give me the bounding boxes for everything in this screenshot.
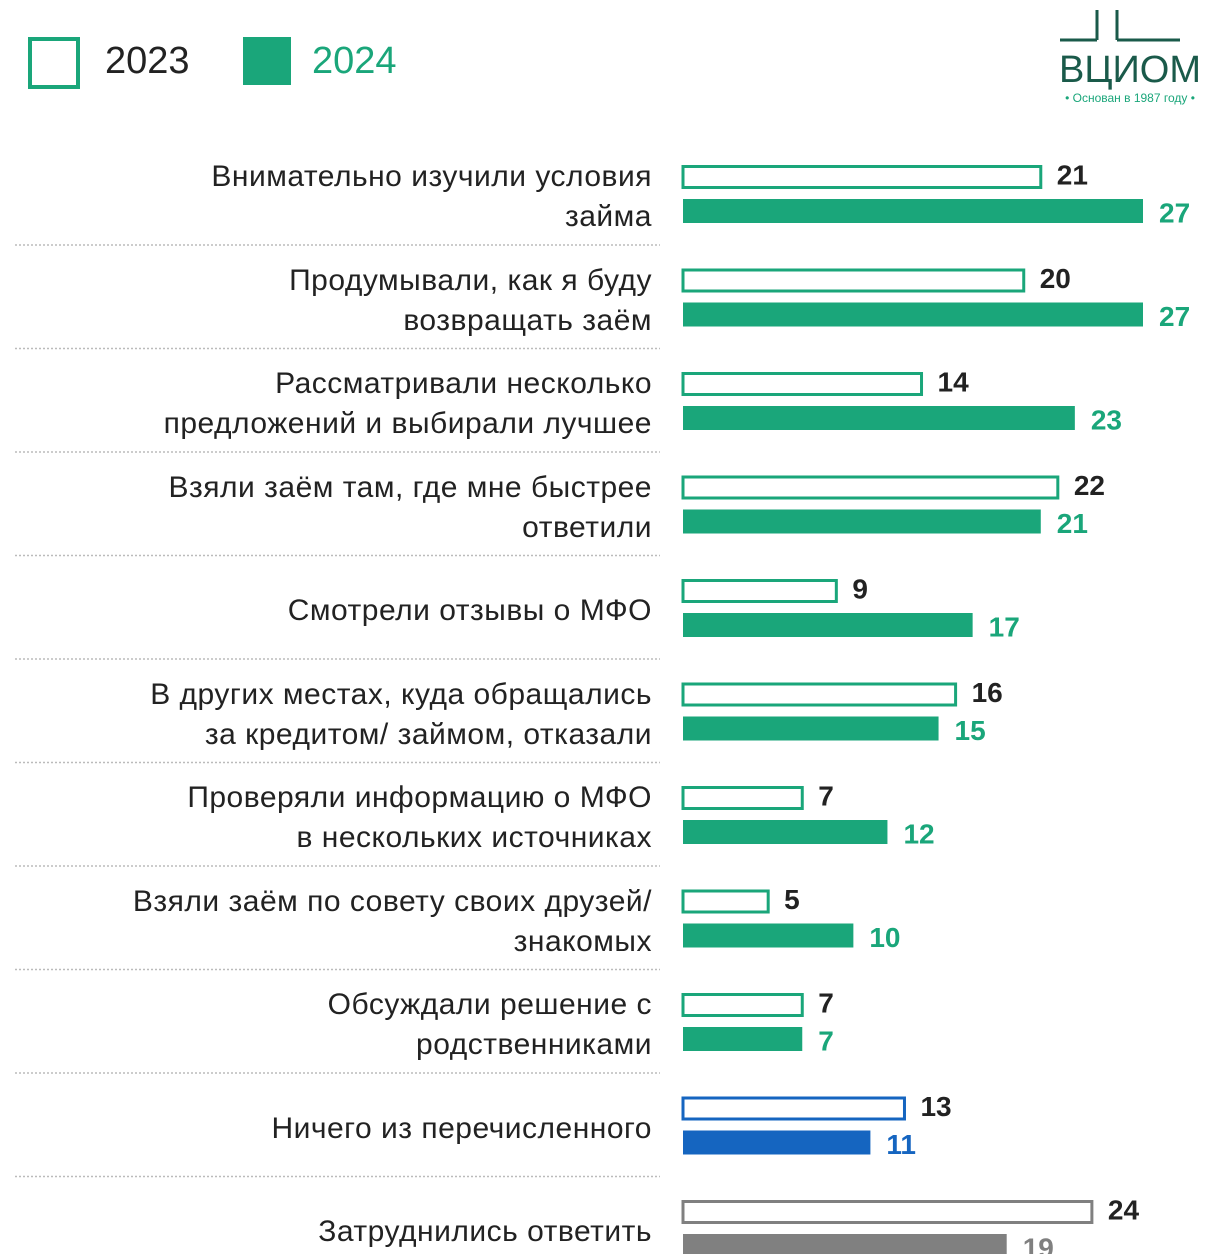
category-label: Проверяли информацию о МФО в нескольких … [187, 781, 652, 854]
value-label: 21 [1057, 159, 1088, 190]
value-label: 21 [1057, 508, 1088, 539]
value-label: 16 [972, 677, 1003, 708]
bar [681, 786, 804, 810]
value-label: 19 [1023, 1232, 1054, 1254]
value-label: 24 [1108, 1194, 1140, 1225]
value-label: 27 [1159, 197, 1190, 228]
value-label: 27 [1159, 301, 1190, 332]
bar [681, 268, 1026, 293]
category-label: Ничего из перечисленного [271, 1111, 652, 1145]
bar [681, 579, 838, 603]
bar [681, 475, 1060, 500]
bar [683, 1234, 1007, 1254]
bar [681, 889, 770, 914]
legend-swatch [243, 37, 291, 85]
bar [683, 199, 1143, 223]
category-label: Продумывали, как я буду возвращать заём [289, 263, 652, 337]
value-label: 7 [818, 780, 834, 811]
value-label: 11 [886, 1129, 916, 1160]
legend-label: 2024 [312, 40, 397, 82]
bar [681, 372, 924, 396]
bar [683, 509, 1041, 534]
bar [681, 165, 1043, 189]
value-label: 7 [818, 1025, 834, 1056]
category-label: В других местах, куда обращались за кред… [150, 677, 652, 751]
value-label: 7 [818, 987, 834, 1018]
bar [683, 923, 854, 948]
category-label: Затруднились ответить [318, 1215, 652, 1248]
logo-name: ВЦИОМ [1059, 49, 1201, 91]
value-label: 13 [920, 1091, 951, 1122]
value-label: 22 [1074, 470, 1105, 501]
value-label: 15 [955, 715, 986, 746]
bar [683, 1130, 871, 1155]
bar [681, 1096, 906, 1121]
value-label: 9 [852, 573, 868, 604]
value-label: 12 [903, 818, 934, 849]
logo [1060, 10, 1180, 42]
category-label: Обсуждали решение с родственниками [327, 988, 652, 1061]
value-label: 17 [989, 611, 1020, 642]
bar [683, 716, 939, 741]
bar [681, 682, 958, 707]
value-label: 10 [869, 922, 900, 953]
category-label: Смотрели отзывы о МФО [287, 594, 652, 627]
bar [683, 406, 1075, 430]
value-label: 23 [1091, 404, 1122, 435]
category-label: Внимательно изучили условия займа [211, 160, 652, 233]
bar [683, 1027, 803, 1051]
value-label: 14 [938, 366, 970, 397]
bar [681, 1200, 1094, 1224]
category-label: Рассматривали несколько предложений и вы… [163, 367, 652, 440]
value-label: 20 [1040, 263, 1071, 294]
bar [681, 993, 804, 1017]
bar [683, 302, 1143, 327]
legend-label: 2023 [105, 40, 190, 82]
legend-swatch [28, 37, 80, 89]
category-label: Взяли заём там, где мне быстрее ответили [168, 470, 652, 544]
bar [683, 820, 888, 844]
logo-tagline: • Основан в 1987 году • [1065, 91, 1195, 105]
value-label: 5 [784, 884, 800, 915]
bar [683, 613, 973, 637]
category-label: Взяли заём по совету своих друзей/ знако… [132, 884, 652, 958]
